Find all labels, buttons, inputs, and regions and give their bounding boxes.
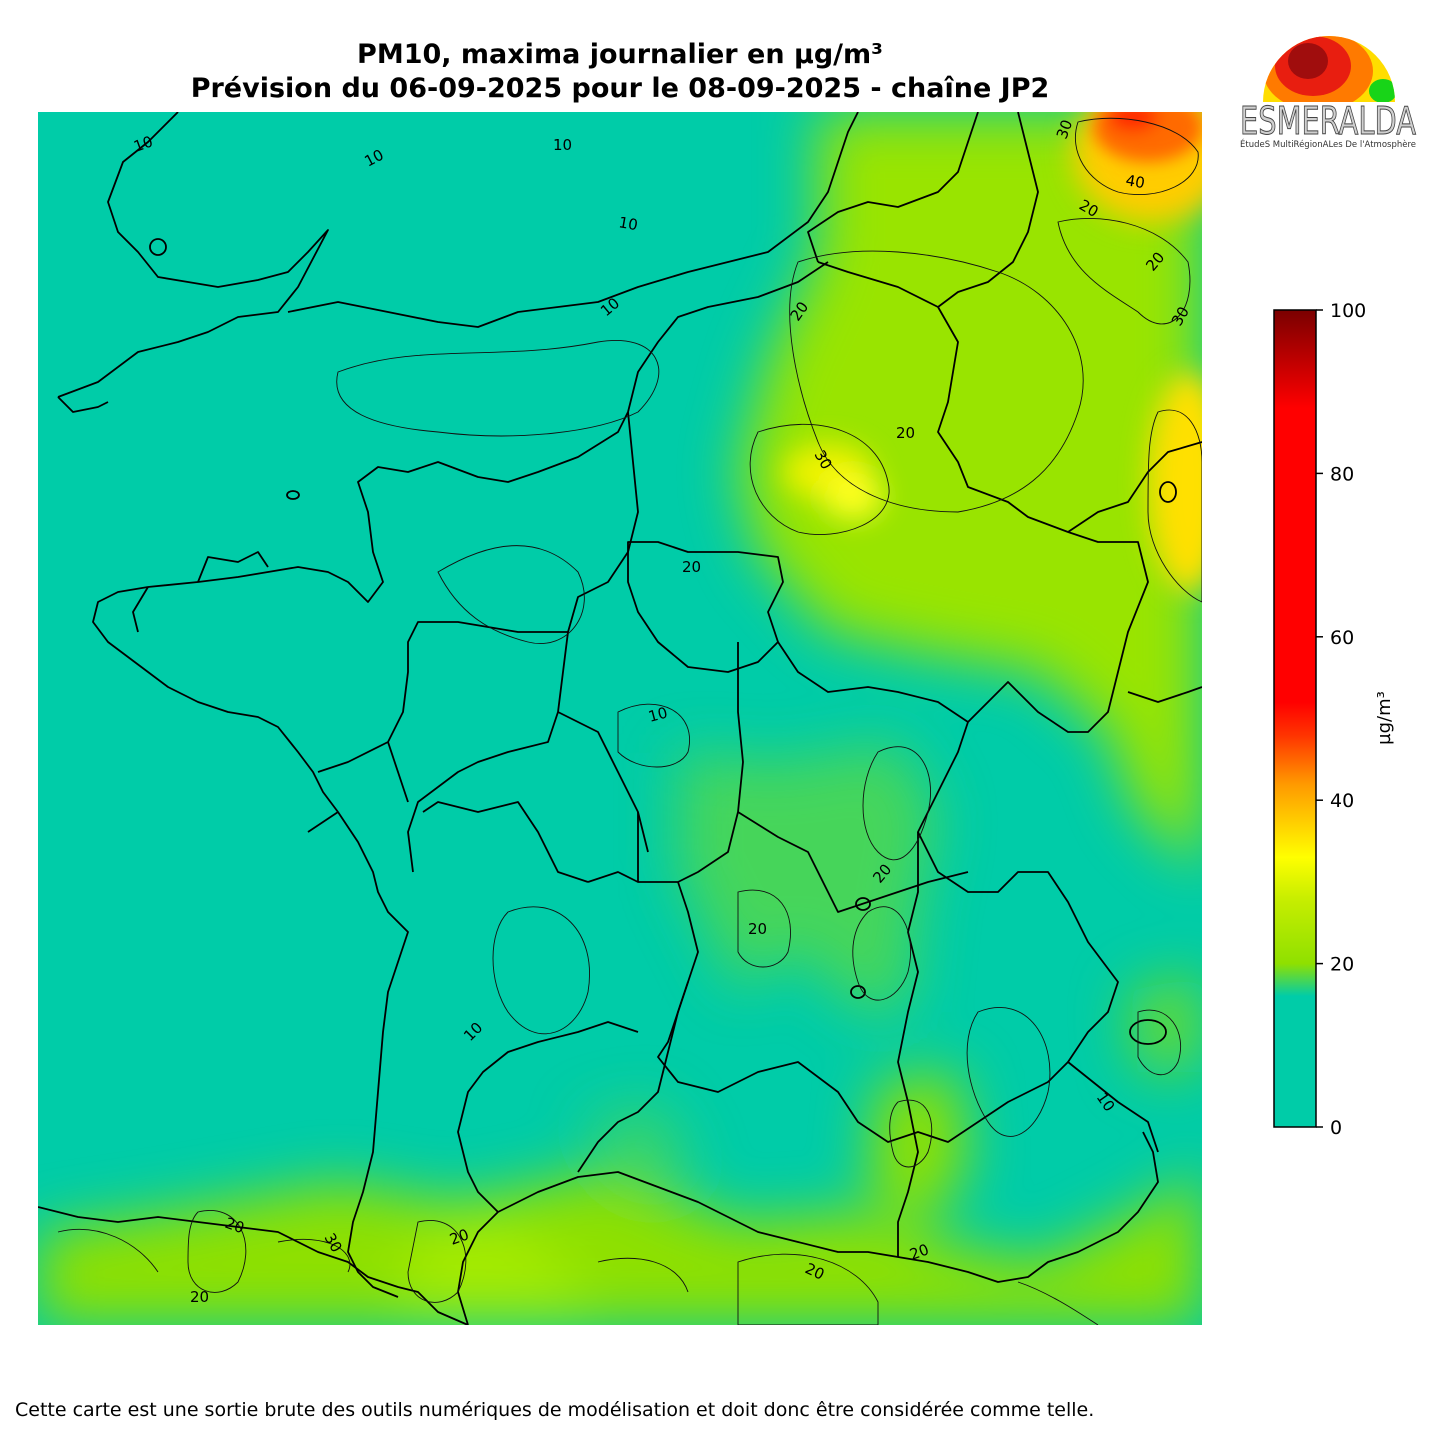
colorbar-ticks: 0 20 40 60 80 100 <box>1316 300 1366 1139</box>
colorbar-tick-label: 0 <box>1330 1117 1342 1139</box>
contour-label: 10 <box>646 704 669 726</box>
logo-subtitle: ÉtudeS MultiRégionALes De l'Atmosphère <box>1240 138 1416 150</box>
colorbar-graphic: 0 20 40 60 80 100 µg/m³ <box>1273 300 1395 1139</box>
colorbar-tick-label: 80 <box>1330 463 1354 485</box>
map-title: PM10, maxima journalier en µg/m³ <box>357 39 883 70</box>
map-subtitle: Prévision du 06-09-2025 pour le 08-09-20… <box>190 73 1050 104</box>
colorbar-tick-label: 60 <box>1330 627 1354 649</box>
contour-label: 20 <box>223 1214 247 1237</box>
colorbar-unit: µg/m³ <box>1374 691 1395 745</box>
colorbar-gradient <box>1273 309 1317 1128</box>
borders <box>38 112 1202 1325</box>
logo-graphic: ESMERALDA ÉtudeS MultiRégionALes De l'At… <box>1240 36 1417 150</box>
disclaimer-footer: Cette carte est une sortie brute des out… <box>15 1399 1095 1421</box>
contour-lines <box>57 117 1202 1325</box>
contour-label: 20 <box>748 920 767 938</box>
contour-label: 40 <box>1124 171 1146 192</box>
map-canvas: 10 10 10 10 10 10 10 10 20 20 20 20 20 2… <box>38 112 1202 1325</box>
contour-label: 10 <box>617 213 639 234</box>
colorbar-tick-label: 20 <box>1330 954 1354 976</box>
contour-label: 20 <box>190 1288 209 1306</box>
forecast-map: 10 10 10 10 10 10 10 10 20 20 20 20 20 2… <box>38 112 1202 1325</box>
contour-label: 20 <box>682 558 701 576</box>
colorbar-tick-label: 40 <box>1330 790 1354 812</box>
contour-label: 10 <box>131 132 155 155</box>
esmeralda-logo: ESMERALDA ÉtudeS MultiRégionALes De l'At… <box>1238 36 1418 152</box>
contour-label: 20 <box>896 424 915 442</box>
contour-label: 30 <box>1053 117 1076 141</box>
contour-label: 10 <box>553 136 572 154</box>
colorbar: 0 20 40 60 80 100 µg/m³ <box>1262 300 1422 1140</box>
colorbar-tick-label: 100 <box>1330 300 1366 322</box>
peak-spots <box>1093 112 1202 162</box>
contour-label: 20 <box>447 1225 471 1248</box>
logo-name: ESMERALDA <box>1240 99 1416 143</box>
contour-label: 20 <box>907 1240 931 1263</box>
green-zones <box>38 112 1202 1325</box>
